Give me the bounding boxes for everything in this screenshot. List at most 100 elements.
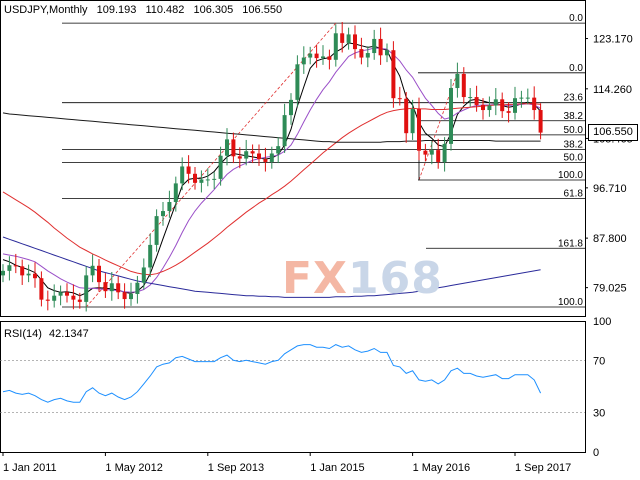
candle-body [506, 111, 511, 113]
candle-body [237, 156, 242, 159]
candle-body [372, 38, 377, 54]
candle-body [295, 64, 300, 100]
ma-long-dark [2, 112, 541, 143]
candle-body [519, 97, 524, 99]
candle-body [513, 98, 517, 113]
time-tick-label: 1 May 2012 [105, 462, 162, 474]
candle-body [205, 179, 210, 181]
watermark-logo: FX168 [282, 253, 443, 304]
candle-body [365, 53, 370, 58]
candle-body [7, 265, 12, 271]
fib-level-label: 0.0 [569, 63, 583, 74]
candle-body [301, 57, 306, 65]
rsi-header: RSI(14) 42.1347 [4, 328, 93, 340]
moving-averages [2, 42, 541, 298]
candle-body [314, 53, 319, 59]
watermark-part-2: 168 [347, 253, 443, 304]
candle-body [500, 99, 505, 112]
candle-body [525, 97, 530, 99]
candle-body [186, 166, 191, 174]
price-tick-label: 79.025 [593, 283, 627, 295]
candle-body [154, 216, 159, 245]
candle-body [263, 159, 268, 162]
candle-body [474, 97, 479, 105]
candle-body [327, 56, 332, 60]
candle-body [129, 293, 133, 300]
current-price-tag: 106.550 [588, 124, 638, 141]
time-axis: 1 Jan 2011 1 May 2012 1 Sep 2013 1 Jan 2015… [2, 452, 571, 474]
ma-slow [2, 103, 541, 276]
candle-body [397, 98, 402, 100]
rsi-tick-label: 70 [593, 355, 605, 367]
high-value: 110.482 [145, 4, 185, 16]
ma-mid [2, 47, 541, 293]
candle-body [308, 53, 313, 58]
candle-body [116, 283, 121, 293]
candle-body [90, 265, 95, 276]
rsi-label: RSI(14) [4, 328, 42, 340]
candle-body [65, 292, 69, 296]
price-tick-label: 96.710 [593, 183, 627, 195]
candle-body [103, 282, 108, 292]
candle-body [45, 299, 50, 301]
candle-body [250, 151, 255, 154]
candle-body [97, 265, 101, 283]
time-tick-label: 1 Jan 2011 [3, 462, 57, 474]
candle-body [167, 202, 172, 212]
candle-body [276, 146, 281, 154]
rsi-panel-border [0, 321, 586, 453]
candle-body [282, 115, 287, 147]
candle-body [468, 97, 473, 99]
candle-body [58, 292, 63, 296]
candle-body [212, 178, 217, 180]
candle-body [52, 295, 57, 301]
fib-level-label: 50.0 [564, 153, 584, 164]
price-tick-label: 87.800 [593, 233, 627, 245]
candle-body [417, 108, 421, 151]
price-panel-frame [0, 0, 586, 317]
candle-body [109, 283, 114, 292]
time-tick-label: 1 May 2016 [413, 462, 470, 474]
fibonacci-levels: 0.0 0.0 23.6 38.2 50.0 38.2 50.0 100.0 61.8 161.8… [62, 13, 585, 308]
candle-body [193, 173, 197, 183]
fib-level-label: 0.0 [569, 13, 583, 24]
candle-body [13, 265, 18, 267]
price-panel-border [0, 0, 586, 317]
time-tick-label: 1 Jan 2015 [310, 462, 364, 474]
symbol-label: USDJPY,Monthly [4, 4, 88, 16]
rsi-line [2, 344, 542, 403]
candle-body [455, 73, 460, 89]
candlesticks [1, 22, 543, 312]
candle-body [289, 99, 293, 116]
candle-body [218, 155, 223, 179]
candle-body [225, 139, 229, 156]
candle-body [161, 211, 165, 217]
fib-level-label: 100.0 [558, 170, 583, 181]
low-value: 106.305 [193, 4, 234, 16]
candle-body [391, 50, 396, 99]
candle-body [423, 150, 428, 155]
open-value: 109.193 [96, 4, 137, 16]
candle-body [385, 50, 389, 56]
fib-level-label: 50.0 [564, 125, 584, 136]
candle-body [321, 56, 325, 59]
candle-body [436, 150, 441, 162]
candle-body [39, 278, 44, 300]
candle-body [84, 275, 89, 302]
candle-body [244, 151, 249, 159]
trend-line [418, 72, 458, 181]
fib-level-label: 61.8 [564, 189, 584, 200]
candle-body [461, 73, 466, 98]
candle-body [481, 104, 485, 111]
ma-fast [2, 42, 541, 297]
candle-body [487, 105, 492, 111]
candle-body [353, 34, 357, 50]
candle-body [26, 273, 31, 276]
fib-level-label: 38.2 [564, 140, 584, 151]
candle-body [71, 295, 76, 300]
rsi-tick-label: 30 [593, 408, 605, 420]
candle-body [1, 270, 5, 276]
candle-body [532, 97, 537, 111]
candle-body [173, 183, 178, 203]
